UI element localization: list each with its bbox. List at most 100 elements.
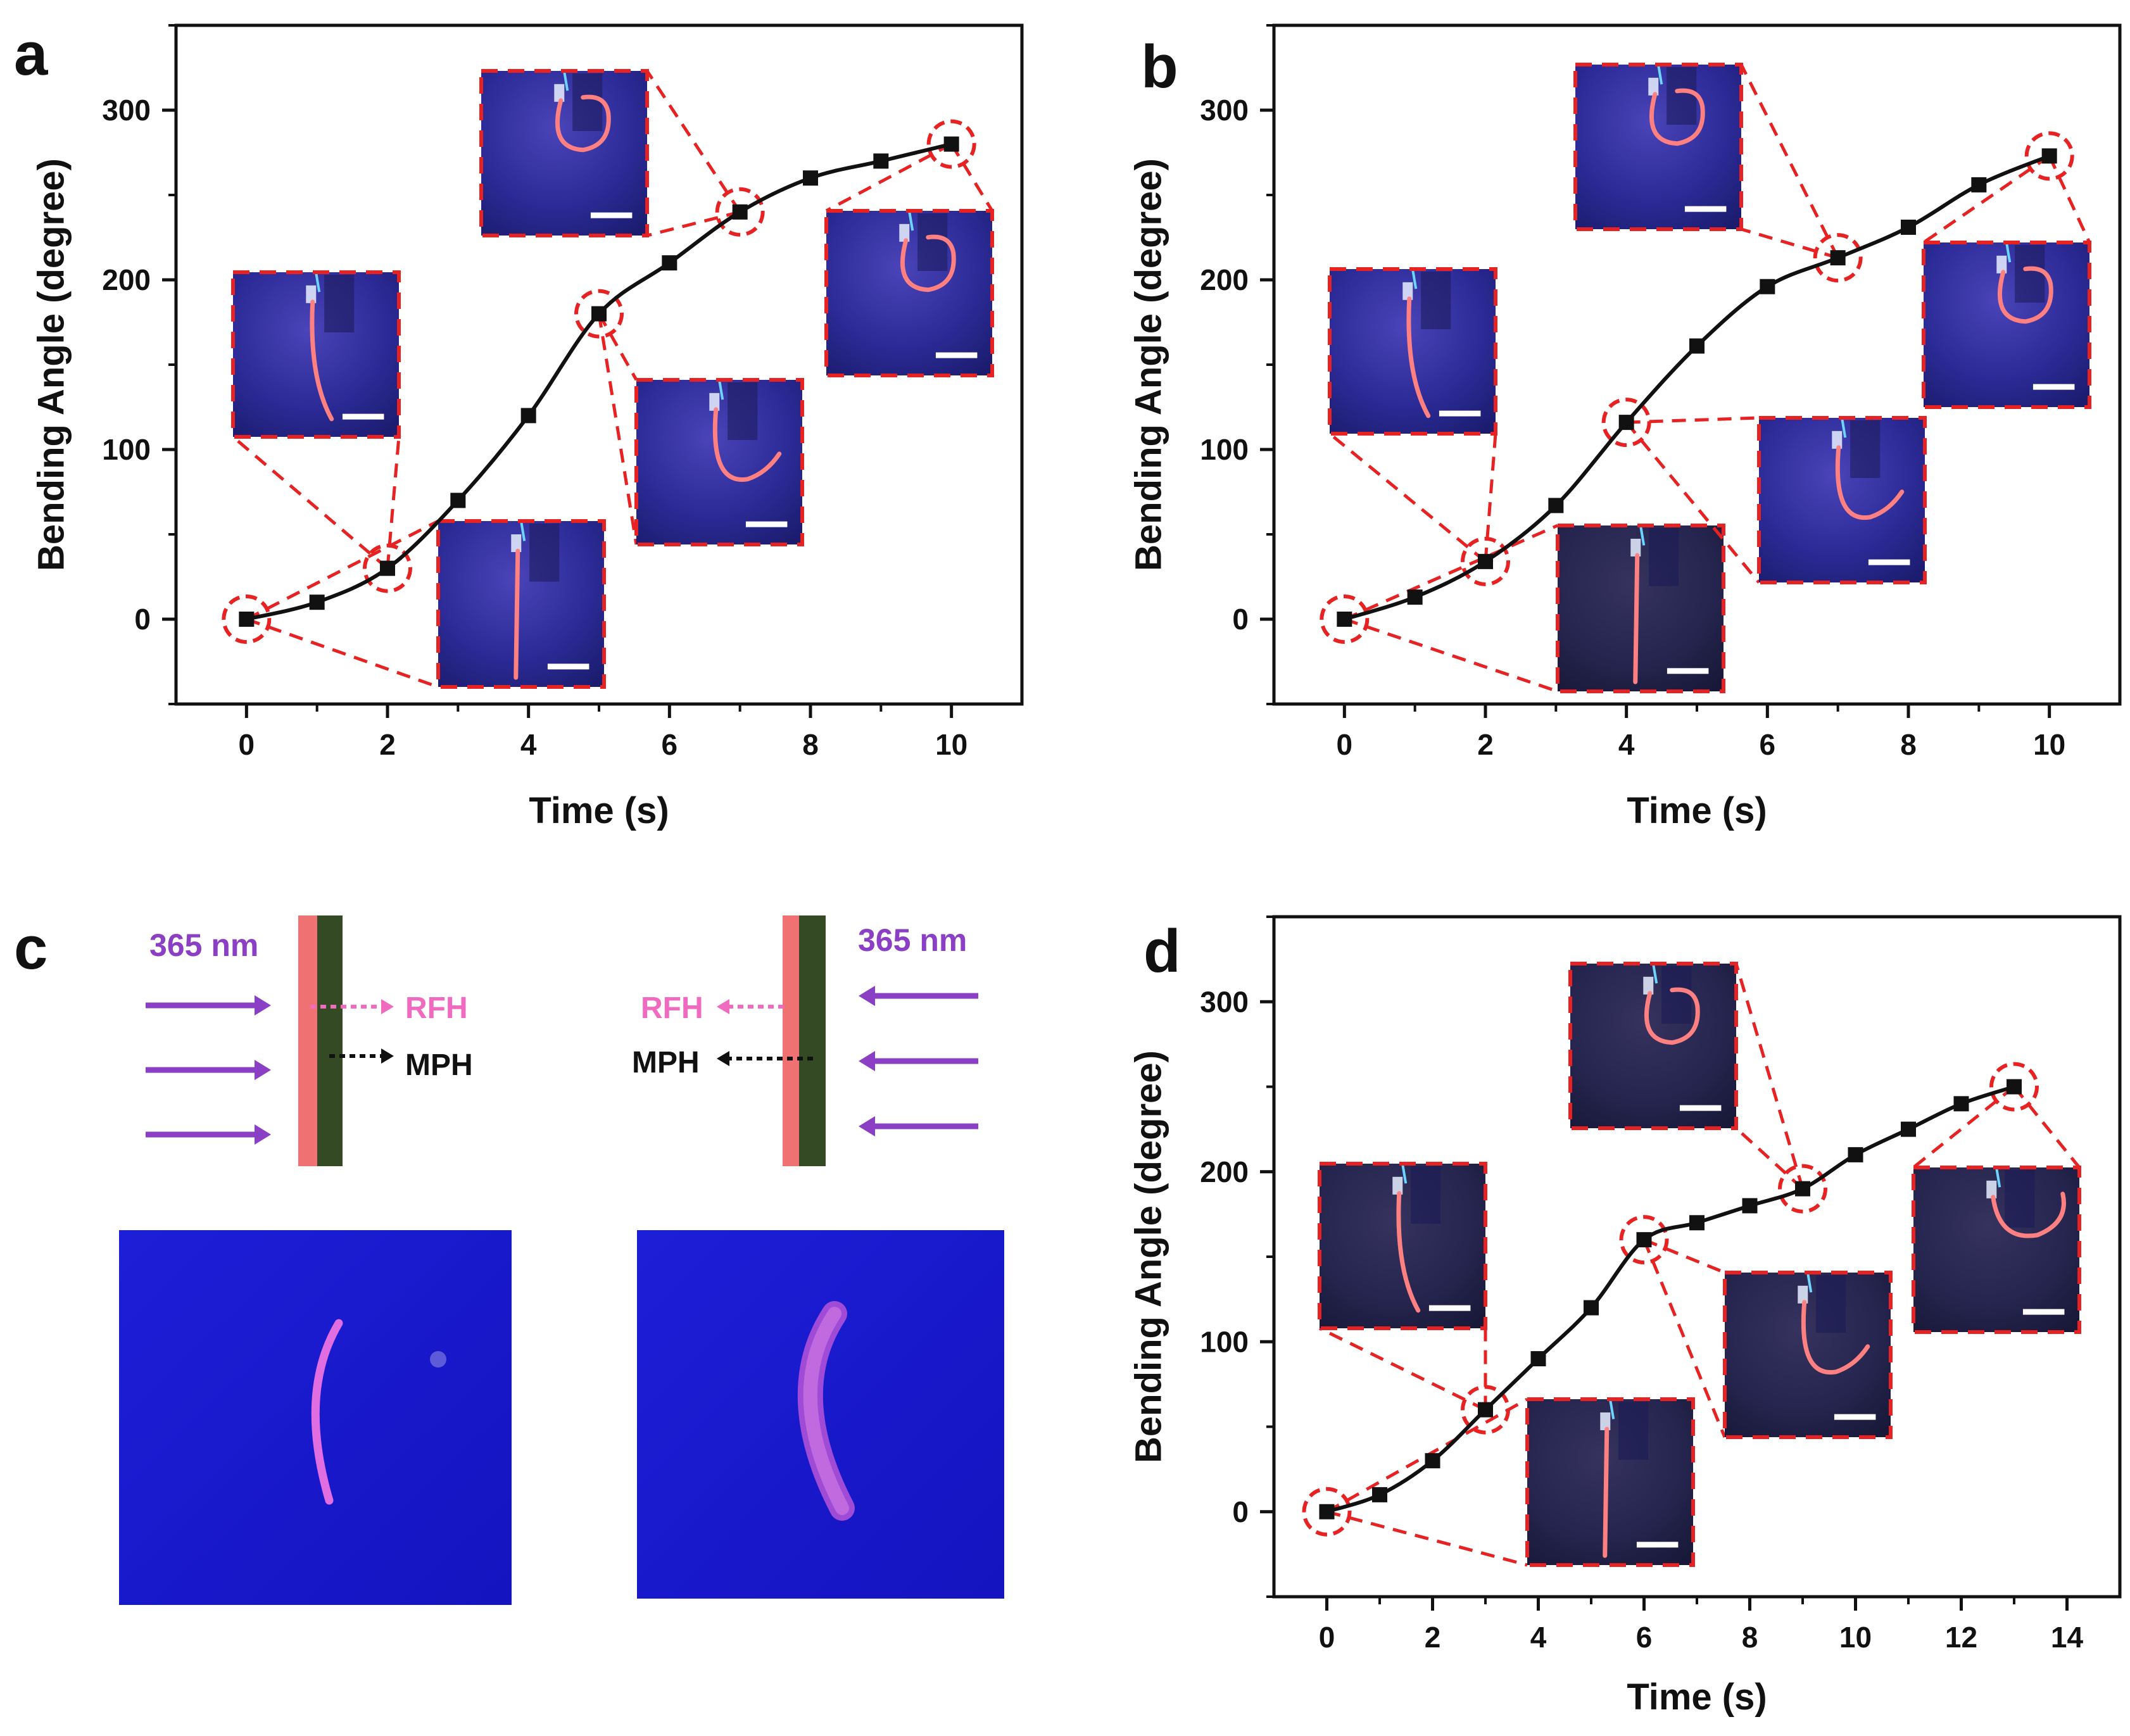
needle [315,272,321,292]
photo-dashed-border [1757,416,1927,584]
data-point [1636,1232,1652,1248]
highlight-circle [1813,233,1863,283]
chart-b-photos [1328,63,2091,693]
callout-connector [1642,1239,1727,1438]
callout-connector [232,436,389,570]
callout-connector [246,519,439,621]
data-point [1901,1121,1916,1137]
fiber-strip [1633,553,1640,684]
chart-b-ylabel: Bending Angle (degree) [1128,158,1169,571]
chart-a-marks [222,119,976,644]
x-tick-label: 4 [1618,728,1635,761]
photo-dashed-border [1318,1162,1487,1330]
callout-connector [1344,524,1559,621]
clamp-glint [1643,976,1654,995]
data-point [450,493,466,508]
panel-c-diagram: 365 nm RFH MPH 365 nm RF [119,915,1004,1605]
x-tick-label: 12 [1945,1621,1977,1654]
y-tick-label: 300 [102,94,151,127]
data-point [1319,1504,1335,1519]
fiber-strip [1396,1191,1421,1313]
photo-dashed-border [1556,524,1725,693]
needle [1652,963,1658,984]
highlight-circle [1989,1062,2039,1112]
inset-photo [1318,1162,1487,1330]
highlight-circle [1778,1164,1827,1214]
data-point [1830,250,1846,266]
photo-dashed-border [1922,241,2091,409]
x-tick-label: 10 [2033,728,2065,761]
data-point [1689,1215,1705,1231]
inset-photo [436,519,606,689]
dust-particle [430,1351,446,1368]
x-tick-label: 8 [802,728,819,761]
inset-photo [1922,241,2091,409]
highlight-circle [574,289,624,339]
data-point [1742,1198,1758,1214]
callout-connector [1922,154,2051,244]
scale-bar [2032,384,2075,390]
data-point [2041,148,2057,164]
chart-b-marks [1320,131,2074,644]
photo-right [637,1230,1004,1599]
data-point [1848,1147,1863,1162]
inset-photo [479,69,649,237]
arrow-head-icon [255,1060,271,1080]
inset-photo [231,270,401,439]
highlight-circle [715,187,765,237]
scale-bar [547,664,589,670]
shadow-region [1618,1402,1649,1460]
panel-letter-b: b [1141,33,1178,101]
photo-dashed-border [1912,1166,2081,1334]
inset-photo [1525,1397,1695,1567]
chart-d-labels: Time (s) Bending Angle (degree) [1128,1050,1767,1718]
scale-bar [342,413,384,420]
x-tick-label: 6 [1636,1621,1653,1654]
x-tick-label: 10 [1839,1621,1872,1654]
scale-bar [1684,206,1727,212]
needle [718,379,724,400]
shadow-region [1411,1166,1441,1224]
inset-photo [634,378,804,546]
arrow-head-icon [859,1116,875,1136]
data-point [1337,612,1352,627]
y-tick-label: 0 [134,603,151,636]
photo-dashed-border [231,270,401,439]
arrow-head-icon [859,1051,875,1071]
shadow-region [324,275,355,332]
scale-bar [745,521,788,527]
inset-photo [1328,267,1497,436]
chart-d-xlabel: Time (s) [1627,1676,1767,1718]
callout-connector [950,143,994,212]
fiber-strip [1997,266,2053,324]
callout-connector [1326,1510,1528,1567]
needle [1657,64,1663,85]
callout-connector [1344,617,1558,693]
x-tick-label: 4 [1530,1621,1547,1654]
shadow-region [572,73,603,131]
rfh-label-right: RFH [641,991,703,1025]
data-point [239,612,255,627]
callout-connector [1625,421,1760,584]
callout-connector [1734,963,1805,1190]
callout-connector [1643,1238,1725,1274]
data-point [1584,1300,1599,1316]
highlight-circle [1320,594,1370,644]
clamp-glint [1600,1412,1611,1430]
y-tick-label: 300 [1200,985,1249,1018]
data-point [309,594,325,610]
callout-connector [1735,1127,1804,1190]
scale-bar [935,352,978,358]
series-line [1326,1085,2015,1514]
callout-connector [597,313,638,545]
callout-connector [1328,432,1487,563]
scale-bar [1636,1542,1679,1548]
chart-d: 0 2 4 6 8 10 12 14 0 100 200 300 Time (s) Bending A… [1128,915,2122,1718]
x-tick-label: 2 [379,728,396,761]
photo-dashed-border [634,378,804,546]
chart-d-axes: 0 2 4 6 8 10 12 14 0 100 200 300 [1200,915,2122,1654]
shadow-region [2015,245,2045,303]
needle [1841,417,1847,438]
highlight-circle [926,119,976,169]
